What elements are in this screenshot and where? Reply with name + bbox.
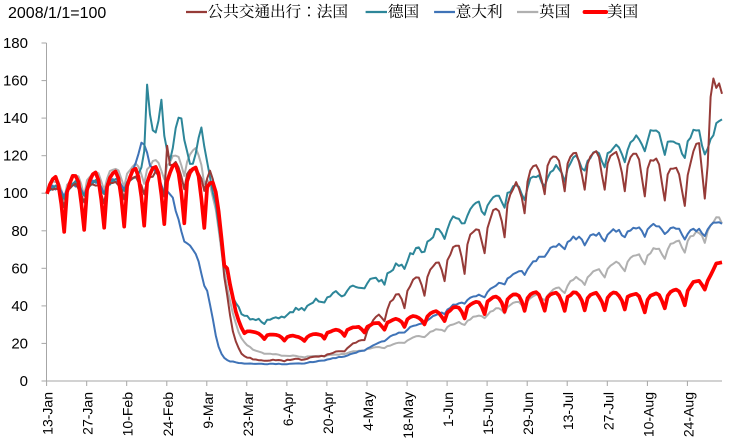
svg-text:160: 160 <box>3 73 28 90</box>
svg-text:20: 20 <box>11 335 28 352</box>
svg-text:1-Jun: 1-Jun <box>440 392 456 427</box>
svg-text:140: 140 <box>3 110 28 127</box>
svg-text:9-Mar: 9-Mar <box>200 392 216 429</box>
svg-text:15-Jun: 15-Jun <box>480 392 496 435</box>
svg-text:27-Jan: 27-Jan <box>80 392 96 435</box>
svg-text:29-Jun: 29-Jun <box>520 392 536 435</box>
svg-text:100: 100 <box>3 185 28 202</box>
svg-text:18-May: 18-May <box>400 392 416 439</box>
svg-text:60: 60 <box>11 260 28 277</box>
svg-text:13-Jul: 13-Jul <box>560 392 576 430</box>
svg-text:2008/1/1=100: 2008/1/1=100 <box>8 5 106 22</box>
svg-text:27-Jul: 27-Jul <box>600 392 616 430</box>
svg-text:13-Jan: 13-Jan <box>40 392 56 435</box>
svg-text:23-Mar: 23-Mar <box>240 392 256 437</box>
svg-text:40: 40 <box>11 298 28 315</box>
svg-text:24-Feb: 24-Feb <box>160 392 176 437</box>
svg-text:120: 120 <box>3 148 28 165</box>
svg-text:6-Apr: 6-Apr <box>280 392 296 427</box>
svg-text:10-Aug: 10-Aug <box>640 392 656 437</box>
svg-text:0: 0 <box>20 373 28 390</box>
svg-text:4-May: 4-May <box>360 392 376 431</box>
svg-text:24-Aug: 24-Aug <box>680 392 696 437</box>
svg-text:20-Apr: 20-Apr <box>320 392 336 434</box>
svg-text:10-Feb: 10-Feb <box>120 392 136 437</box>
svg-text:180: 180 <box>3 35 28 52</box>
svg-text:80: 80 <box>11 223 28 240</box>
